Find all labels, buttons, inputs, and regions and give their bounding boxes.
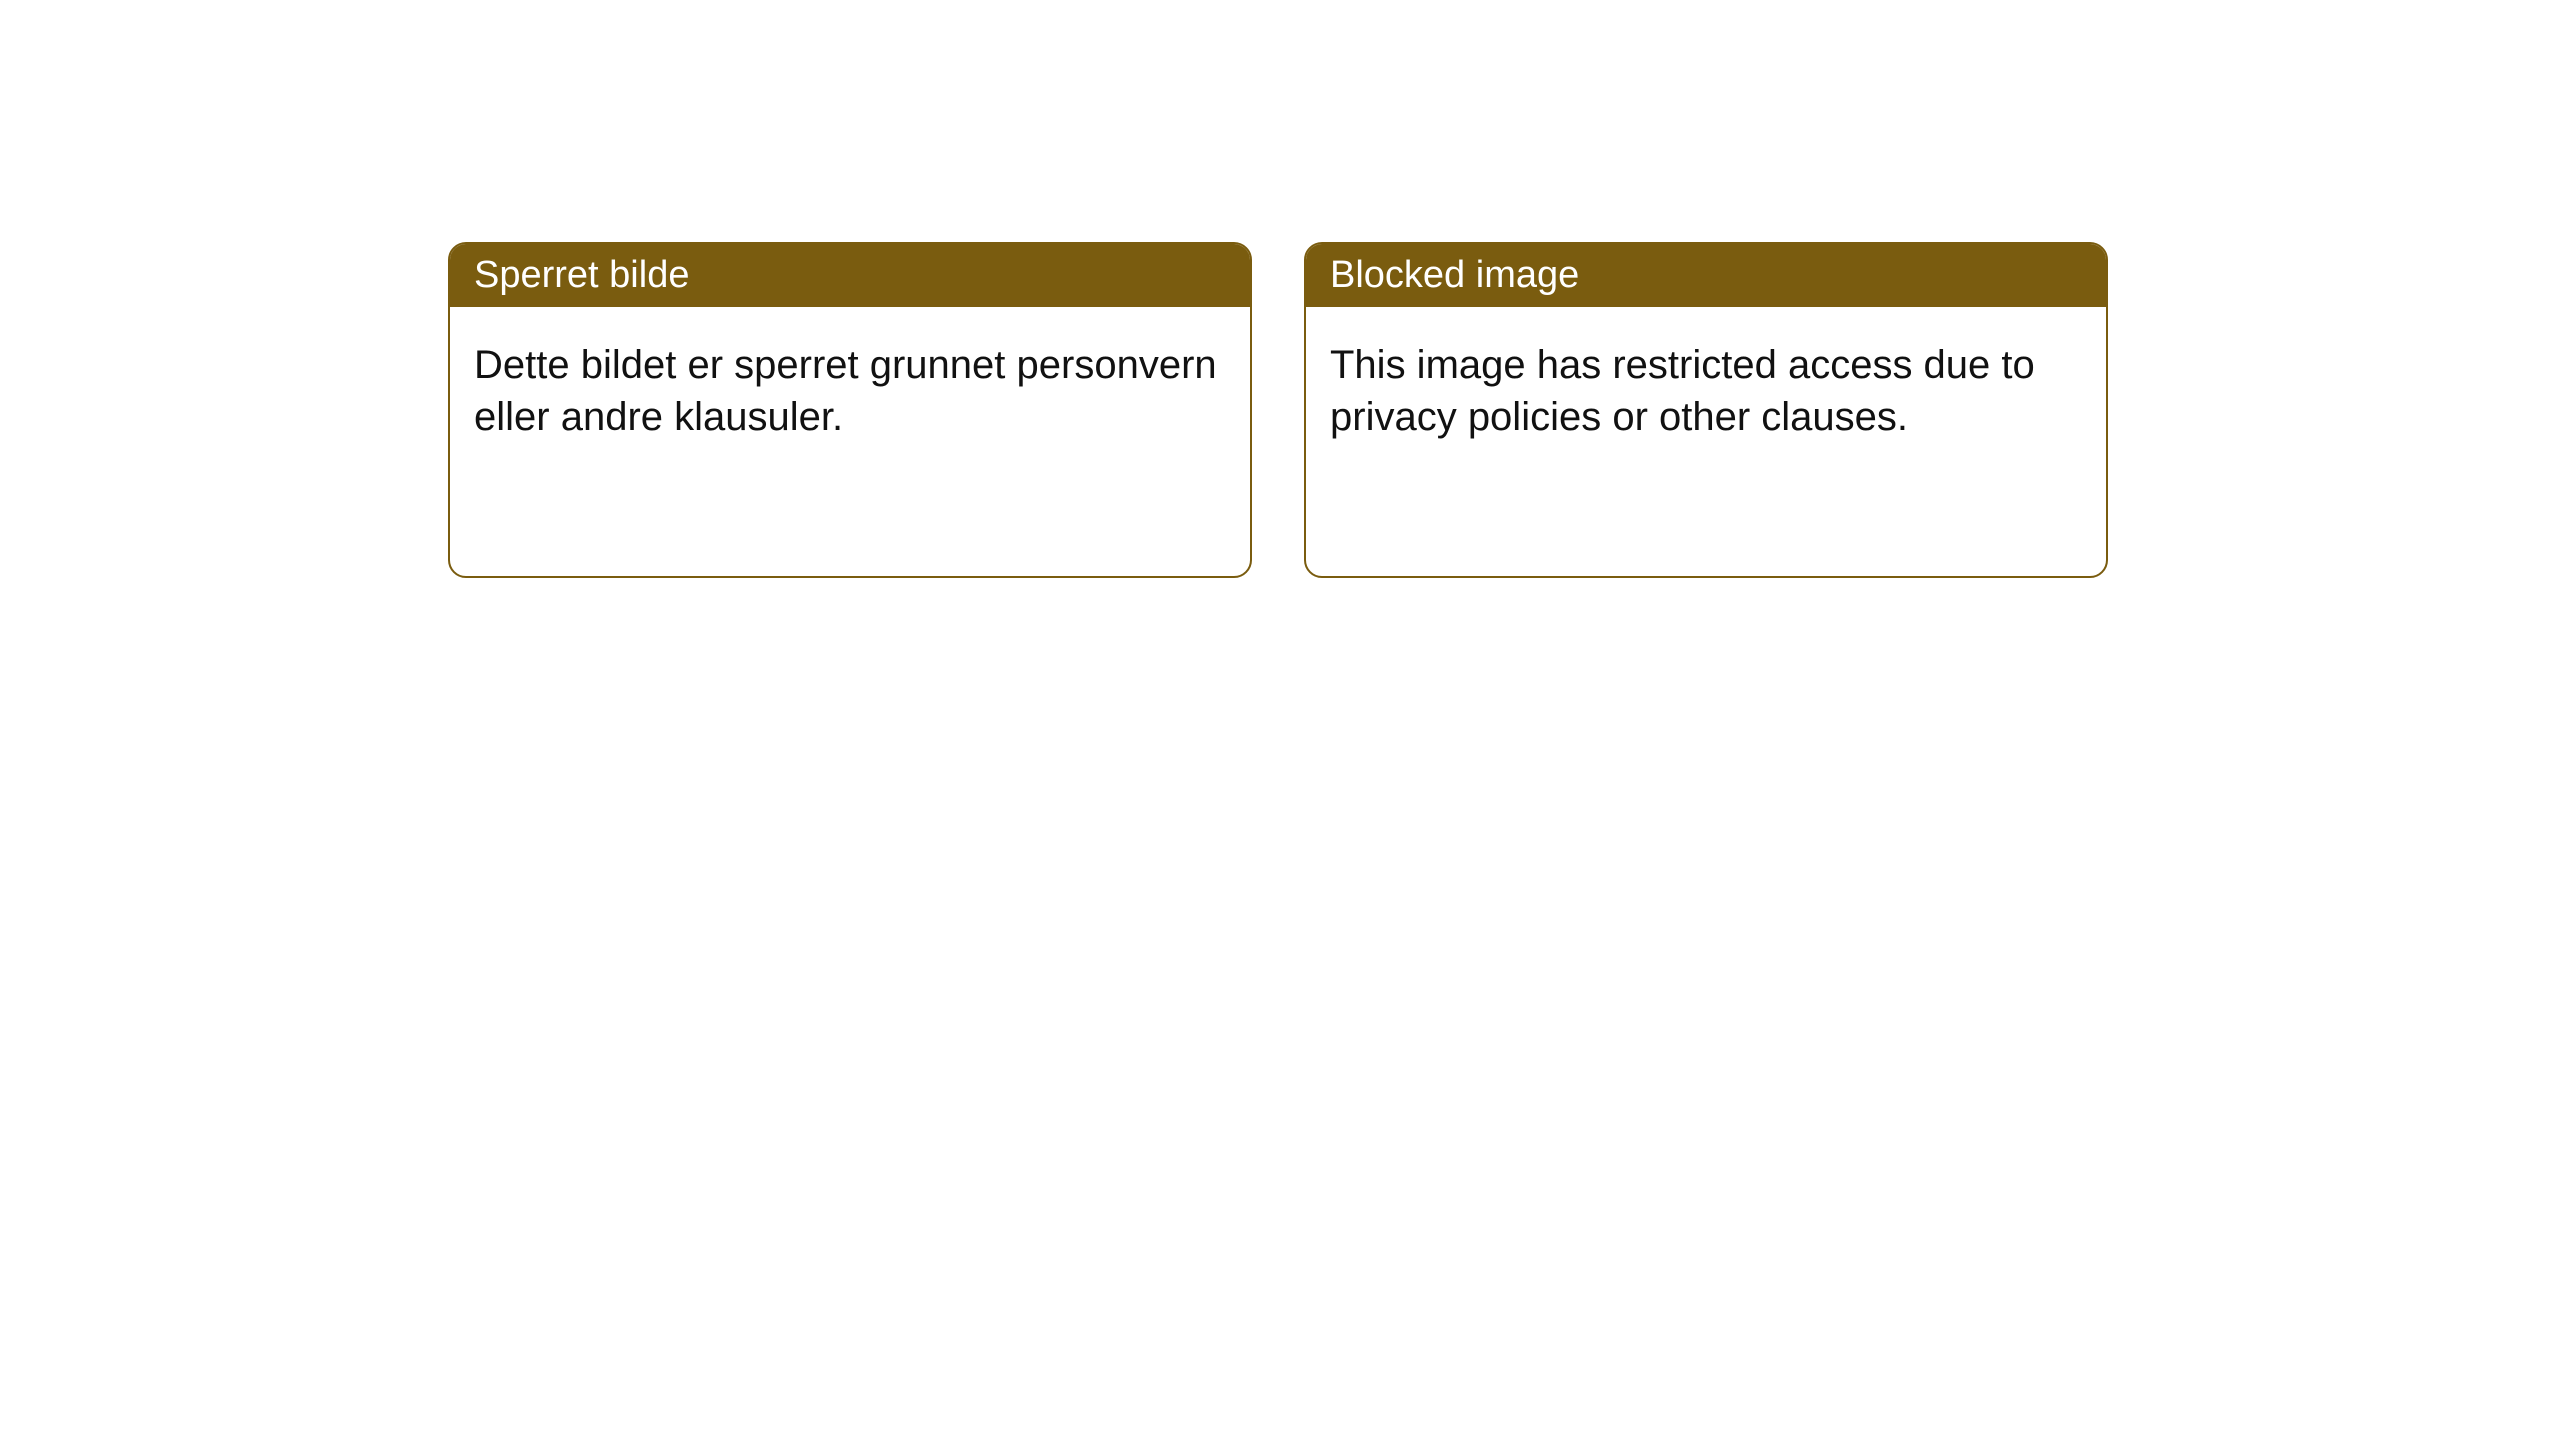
notice-body-norwegian: Dette bildet er sperret grunnet personve… xyxy=(450,307,1250,475)
notice-title-english: Blocked image xyxy=(1330,254,1579,296)
notice-card-english: Blocked image This image has restricted … xyxy=(1304,242,2108,578)
notice-body-english: This image has restricted access due to … xyxy=(1306,307,2106,475)
notice-container: Sperret bilde Dette bildet er sperret gr… xyxy=(448,242,2108,578)
notice-text-english: This image has restricted access due to … xyxy=(1330,343,2035,439)
notice-header-norwegian: Sperret bilde xyxy=(450,244,1250,307)
notice-title-norwegian: Sperret bilde xyxy=(474,254,689,296)
notice-header-english: Blocked image xyxy=(1306,244,2106,307)
notice-text-norwegian: Dette bildet er sperret grunnet personve… xyxy=(474,343,1217,439)
notice-card-norwegian: Sperret bilde Dette bildet er sperret gr… xyxy=(448,242,1252,578)
